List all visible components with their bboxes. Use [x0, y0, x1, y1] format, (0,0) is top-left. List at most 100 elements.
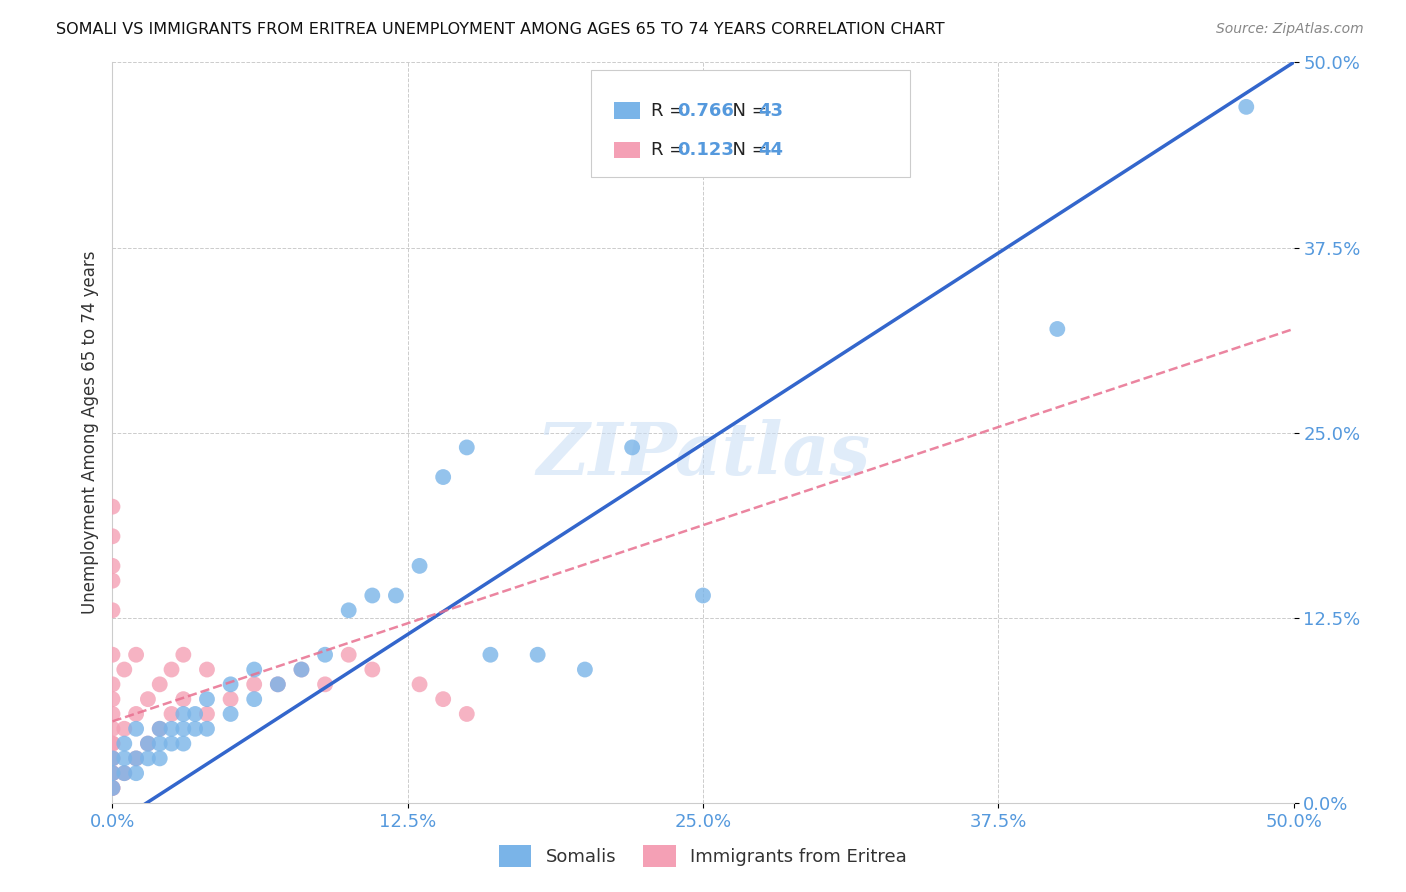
Point — [337, 603, 360, 617]
Point — [101, 603, 124, 617]
Point — [101, 751, 124, 765]
Point — [101, 677, 124, 691]
Point — [125, 648, 148, 662]
Point — [184, 706, 207, 721]
Point — [101, 706, 124, 721]
Point — [101, 722, 124, 736]
Point — [195, 722, 218, 736]
Point — [160, 706, 183, 721]
Point — [125, 706, 148, 721]
Point — [219, 692, 242, 706]
FancyBboxPatch shape — [614, 103, 640, 119]
Point — [1234, 100, 1257, 114]
Point — [101, 558, 124, 573]
Point — [101, 574, 124, 588]
Text: N =: N = — [721, 141, 772, 159]
Y-axis label: Unemployment Among Ages 65 to 74 years: Unemployment Among Ages 65 to 74 years — [80, 251, 98, 615]
Point — [149, 677, 172, 691]
FancyBboxPatch shape — [591, 70, 910, 178]
Text: N =: N = — [721, 102, 772, 120]
Point — [219, 677, 242, 691]
Point — [149, 737, 172, 751]
Point — [101, 737, 124, 751]
Point — [172, 722, 194, 736]
Point — [112, 737, 135, 751]
Point — [112, 766, 135, 780]
Point — [149, 722, 172, 736]
FancyBboxPatch shape — [614, 142, 640, 158]
Point — [574, 663, 596, 677]
Point — [195, 692, 218, 706]
Point — [101, 692, 124, 706]
Text: ZIPatlas: ZIPatlas — [536, 419, 870, 491]
Point — [172, 648, 194, 662]
Point — [172, 692, 194, 706]
Point — [432, 470, 454, 484]
Point — [101, 737, 124, 751]
Point — [219, 706, 242, 721]
Point — [136, 692, 159, 706]
Point — [195, 663, 218, 677]
Point — [1046, 322, 1069, 336]
Point — [125, 766, 148, 780]
Point — [101, 766, 124, 780]
Point — [136, 737, 159, 751]
Point — [149, 722, 172, 736]
Point — [172, 706, 194, 721]
Text: Source: ZipAtlas.com: Source: ZipAtlas.com — [1216, 22, 1364, 37]
Legend: Somalis, Immigrants from Eritrea: Somalis, Immigrants from Eritrea — [492, 838, 914, 874]
Point — [456, 441, 478, 455]
Point — [408, 558, 430, 573]
Point — [267, 677, 290, 691]
Point — [112, 663, 135, 677]
Point — [267, 677, 290, 691]
Point — [184, 722, 207, 736]
Point — [101, 766, 124, 780]
Point — [101, 780, 124, 795]
Point — [125, 751, 148, 765]
Point — [361, 663, 384, 677]
Point — [149, 751, 172, 765]
Point — [172, 737, 194, 751]
Point — [160, 722, 183, 736]
Point — [385, 589, 408, 603]
Text: 44: 44 — [758, 141, 783, 159]
Point — [361, 589, 384, 603]
Point — [112, 751, 135, 765]
Point — [408, 677, 430, 691]
Point — [243, 677, 266, 691]
Text: R =: R = — [651, 141, 690, 159]
Text: 0.123: 0.123 — [678, 141, 734, 159]
Text: 0.766: 0.766 — [678, 102, 734, 120]
Point — [160, 663, 183, 677]
Point — [621, 441, 644, 455]
Text: 43: 43 — [758, 102, 783, 120]
Point — [101, 780, 124, 795]
Point — [692, 589, 714, 603]
Text: R =: R = — [651, 102, 690, 120]
Point — [101, 751, 124, 765]
Point — [101, 766, 124, 780]
Point — [479, 648, 502, 662]
Point — [160, 737, 183, 751]
Point — [432, 692, 454, 706]
Text: SOMALI VS IMMIGRANTS FROM ERITREA UNEMPLOYMENT AMONG AGES 65 TO 74 YEARS CORRELA: SOMALI VS IMMIGRANTS FROM ERITREA UNEMPL… — [56, 22, 945, 37]
Point — [290, 663, 312, 677]
Point — [101, 751, 124, 765]
Point — [101, 648, 124, 662]
Point — [337, 648, 360, 662]
Point — [101, 529, 124, 543]
Point — [112, 766, 135, 780]
Point — [243, 692, 266, 706]
Point — [112, 722, 135, 736]
Point — [195, 706, 218, 721]
Point — [456, 706, 478, 721]
Point — [243, 663, 266, 677]
Point — [526, 648, 548, 662]
Point — [314, 648, 336, 662]
Point — [101, 780, 124, 795]
Point — [125, 751, 148, 765]
Point — [136, 751, 159, 765]
Point — [101, 500, 124, 514]
Point — [125, 722, 148, 736]
